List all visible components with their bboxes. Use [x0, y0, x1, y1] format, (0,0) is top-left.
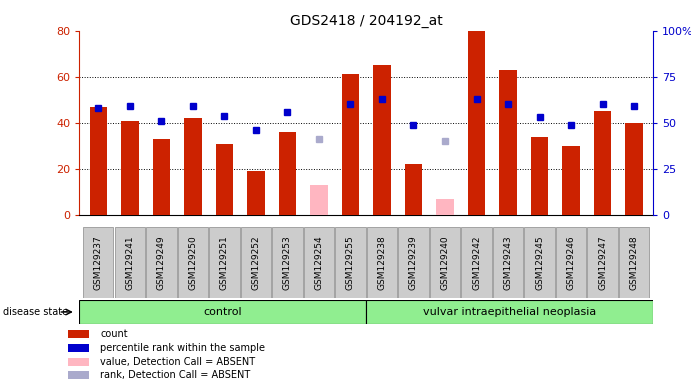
Text: vulvar intraepithelial neoplasia: vulvar intraepithelial neoplasia — [423, 307, 596, 317]
FancyBboxPatch shape — [493, 227, 523, 298]
Text: GSM129241: GSM129241 — [125, 235, 134, 290]
Bar — [436, 199, 454, 215]
Bar — [79, 300, 366, 324]
FancyBboxPatch shape — [430, 227, 460, 298]
Text: GSM129253: GSM129253 — [283, 235, 292, 290]
Text: GSM129248: GSM129248 — [630, 235, 638, 290]
Bar — [121, 121, 139, 215]
FancyBboxPatch shape — [524, 227, 555, 298]
Bar — [153, 139, 170, 215]
FancyBboxPatch shape — [272, 227, 303, 298]
Bar — [342, 74, 359, 215]
Bar — [531, 137, 548, 215]
Text: GSM129245: GSM129245 — [535, 235, 544, 290]
Title: GDS2418 / 204192_at: GDS2418 / 204192_at — [290, 14, 443, 28]
Text: GSM129246: GSM129246 — [567, 235, 576, 290]
Text: GSM129252: GSM129252 — [252, 235, 261, 290]
FancyBboxPatch shape — [462, 227, 492, 298]
Text: disease state: disease state — [3, 307, 68, 317]
Bar — [366, 300, 653, 324]
FancyBboxPatch shape — [399, 227, 428, 298]
Text: GSM129239: GSM129239 — [409, 235, 418, 290]
FancyBboxPatch shape — [115, 227, 145, 298]
Bar — [468, 31, 485, 215]
Bar — [405, 164, 422, 215]
FancyBboxPatch shape — [304, 227, 334, 298]
Text: control: control — [204, 307, 242, 317]
Text: GSM129240: GSM129240 — [440, 235, 450, 290]
Text: GSM129249: GSM129249 — [157, 235, 166, 290]
Bar — [562, 146, 580, 215]
FancyBboxPatch shape — [83, 227, 113, 298]
Bar — [278, 132, 296, 215]
FancyBboxPatch shape — [587, 227, 618, 298]
Text: GSM129242: GSM129242 — [472, 235, 481, 290]
FancyBboxPatch shape — [178, 227, 208, 298]
FancyBboxPatch shape — [556, 227, 586, 298]
Bar — [68, 371, 88, 379]
Text: GSM129247: GSM129247 — [598, 235, 607, 290]
FancyBboxPatch shape — [335, 227, 366, 298]
FancyBboxPatch shape — [367, 227, 397, 298]
Bar — [68, 358, 88, 366]
FancyBboxPatch shape — [240, 227, 271, 298]
Bar — [310, 185, 328, 215]
Bar — [68, 344, 88, 352]
Bar — [247, 171, 265, 215]
Text: percentile rank within the sample: percentile rank within the sample — [100, 343, 265, 353]
Bar — [373, 65, 390, 215]
Text: GSM129250: GSM129250 — [189, 235, 198, 290]
Bar — [625, 123, 643, 215]
Bar — [68, 330, 88, 338]
Bar — [184, 118, 202, 215]
Text: count: count — [100, 329, 128, 339]
Bar — [594, 111, 612, 215]
FancyBboxPatch shape — [619, 227, 650, 298]
Text: GSM129255: GSM129255 — [346, 235, 355, 290]
Text: GSM129238: GSM129238 — [377, 235, 386, 290]
Bar — [500, 70, 517, 215]
Text: GSM129243: GSM129243 — [504, 235, 513, 290]
Text: GSM129251: GSM129251 — [220, 235, 229, 290]
Text: value, Detection Call = ABSENT: value, Detection Call = ABSENT — [100, 357, 256, 367]
Bar — [216, 144, 233, 215]
FancyBboxPatch shape — [209, 227, 240, 298]
Text: rank, Detection Call = ABSENT: rank, Detection Call = ABSENT — [100, 370, 251, 380]
Text: GSM129254: GSM129254 — [314, 235, 323, 290]
Bar — [90, 107, 107, 215]
FancyBboxPatch shape — [146, 227, 176, 298]
Text: GSM129237: GSM129237 — [94, 235, 103, 290]
